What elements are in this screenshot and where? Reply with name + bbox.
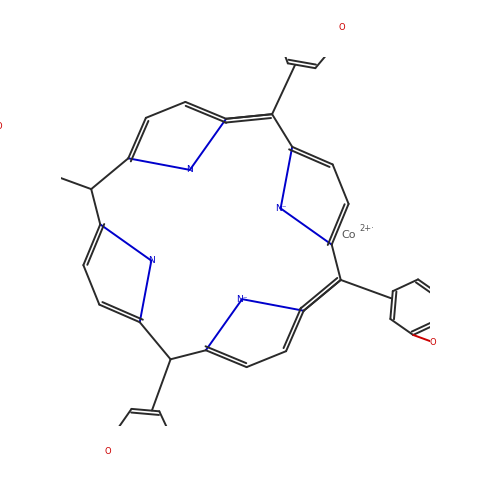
- Text: N⁻: N⁻: [236, 295, 248, 304]
- Text: N: N: [148, 256, 155, 265]
- Text: 2+·: 2+·: [359, 225, 374, 233]
- Text: O: O: [0, 122, 2, 131]
- Text: O: O: [430, 338, 436, 347]
- Text: N: N: [186, 165, 193, 174]
- Text: O: O: [105, 447, 112, 456]
- Text: O: O: [339, 23, 345, 32]
- Text: N⁻: N⁻: [275, 204, 286, 213]
- Text: Co: Co: [342, 229, 356, 240]
